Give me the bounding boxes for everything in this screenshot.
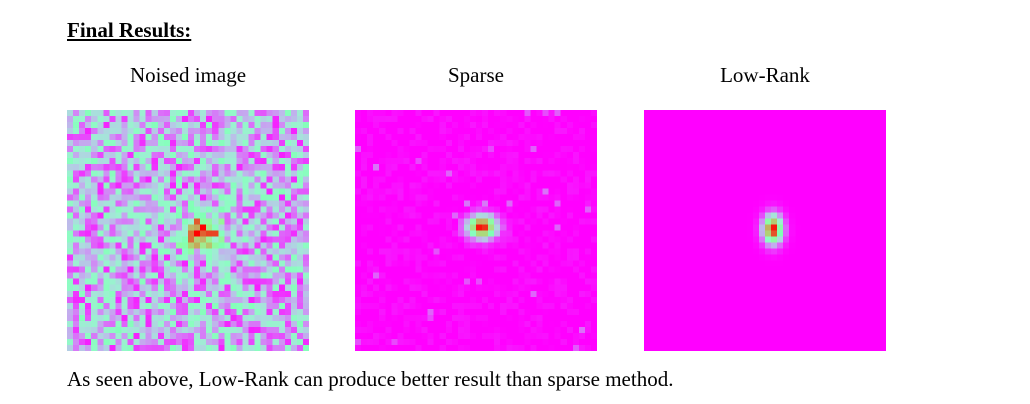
panel-title-noised: Noised image — [129, 63, 247, 87]
caption-text: As seen above, Low-Rank can produce bett… — [67, 367, 674, 391]
sparse-reconstruction-image — [355, 110, 597, 351]
section-heading: Final Results: — [67, 18, 192, 42]
panel-noised: Noised image — [67, 60, 309, 351]
low-rank-reconstruction-image — [644, 110, 886, 351]
panel-sparse: Sparse — [355, 60, 597, 351]
panel-title-sparse: Sparse — [448, 63, 504, 87]
panel-low-rank: Low-Rank — [644, 60, 886, 351]
panel-title-low-rank: Low-Rank — [720, 63, 810, 87]
noised-image — [67, 110, 309, 351]
